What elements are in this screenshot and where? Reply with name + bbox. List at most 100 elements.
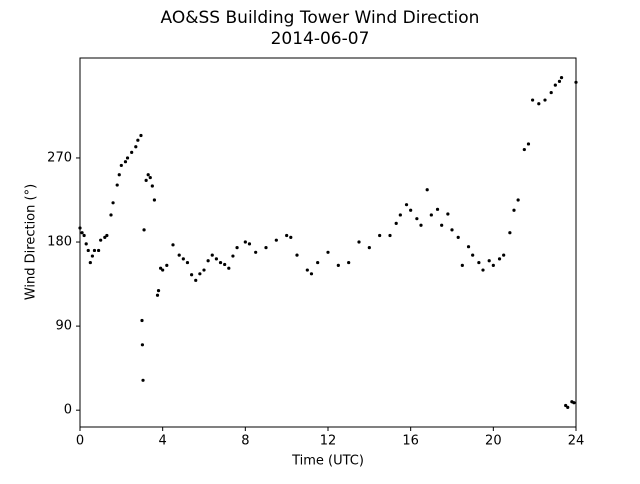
x-tick-label: 24: [568, 434, 585, 449]
data-point: [227, 266, 231, 270]
data-point: [450, 228, 454, 232]
data-point: [161, 268, 165, 272]
data-point: [156, 289, 161, 293]
plot-frame: [79, 57, 577, 428]
data-point: [264, 246, 268, 250]
data-point: [214, 257, 218, 261]
data-point: [305, 268, 309, 272]
data-point: [572, 401, 576, 405]
x-tick-label: 4: [159, 434, 167, 449]
data-point: [508, 231, 512, 235]
data-point: [103, 235, 107, 239]
data-point: [78, 226, 82, 230]
data-point: [285, 233, 289, 238]
data-point: [502, 253, 506, 257]
x-tick-label: 16: [402, 434, 419, 449]
data-point: [367, 246, 371, 250]
data-point: [134, 145, 138, 149]
data-point: [316, 260, 320, 265]
data-point: [409, 208, 413, 212]
data-point: [466, 245, 471, 249]
data-point: [394, 221, 398, 225]
data-point: [130, 150, 134, 154]
data-point: [435, 207, 440, 211]
data-point: [289, 235, 293, 239]
data-point: [531, 98, 535, 102]
data-point: [152, 198, 156, 202]
y-tick-label: 90: [55, 319, 72, 334]
data-point: [549, 90, 553, 95]
data-point: [82, 233, 86, 238]
data-point: [198, 272, 202, 276]
x-tick-label: 20: [485, 434, 502, 449]
data-point: [526, 142, 531, 146]
data-point: [190, 273, 194, 277]
data-point: [117, 173, 121, 177]
data-point: [566, 405, 570, 409]
x-tick-label: 12: [320, 434, 337, 449]
data-point: [109, 213, 113, 217]
data-point: [404, 203, 409, 207]
data-point: [516, 198, 520, 202]
x-axis-label: Time (UTC): [291, 454, 364, 469]
data-point: [336, 263, 340, 267]
data-point: [564, 403, 568, 408]
data-point: [491, 263, 495, 267]
x-tick-label: 0: [76, 434, 84, 449]
data-point: [419, 223, 423, 227]
data-point: [456, 235, 460, 239]
data-point: [105, 233, 109, 238]
data-point: [140, 343, 145, 347]
data-point: [146, 173, 150, 177]
y-tick-label: 180: [47, 235, 72, 250]
data-point: [574, 80, 578, 84]
data-point: [148, 175, 152, 180]
data-point: [159, 266, 163, 270]
data-point: [210, 253, 214, 257]
data-point: [326, 250, 330, 254]
data-point: [206, 259, 210, 263]
data-point: [440, 223, 444, 227]
data-point: [223, 262, 227, 267]
data-point: [218, 260, 223, 265]
data-point: [165, 263, 169, 267]
data-point: [537, 102, 541, 106]
data-point: [84, 242, 88, 246]
data-point: [171, 243, 175, 247]
y-tick-label: 270: [47, 150, 72, 165]
data-point: [150, 184, 154, 188]
data-point: [378, 233, 382, 238]
data-point: [181, 257, 185, 261]
data-point: [141, 378, 145, 382]
data-point: [123, 160, 128, 164]
data-point: [553, 83, 557, 87]
data-point: [425, 188, 429, 192]
data-point: [231, 254, 235, 258]
data-point: [139, 133, 143, 138]
data-point: [144, 178, 148, 182]
y-tick-label: 0: [64, 403, 72, 418]
chart-subtitle: 2014-06-07: [271, 29, 370, 49]
data-point: [295, 253, 299, 257]
data-point: [99, 238, 103, 242]
data-point: [497, 257, 502, 261]
data-point: [86, 248, 90, 253]
data-point: [254, 250, 258, 254]
data-point: [92, 248, 97, 253]
data-point: [194, 278, 198, 282]
data-point: [185, 260, 190, 265]
data-point: [512, 208, 516, 212]
data-point: [481, 268, 485, 272]
data-point: [388, 233, 392, 238]
data-point: [119, 163, 123, 168]
data-point: [446, 212, 450, 216]
data-point: [235, 246, 239, 250]
data-point: [155, 293, 160, 297]
data-point: [111, 201, 115, 205]
data-point: [309, 272, 314, 276]
data-point: [347, 260, 351, 265]
data-point: [398, 213, 402, 217]
data-point: [247, 242, 252, 246]
data-point: [202, 268, 206, 272]
